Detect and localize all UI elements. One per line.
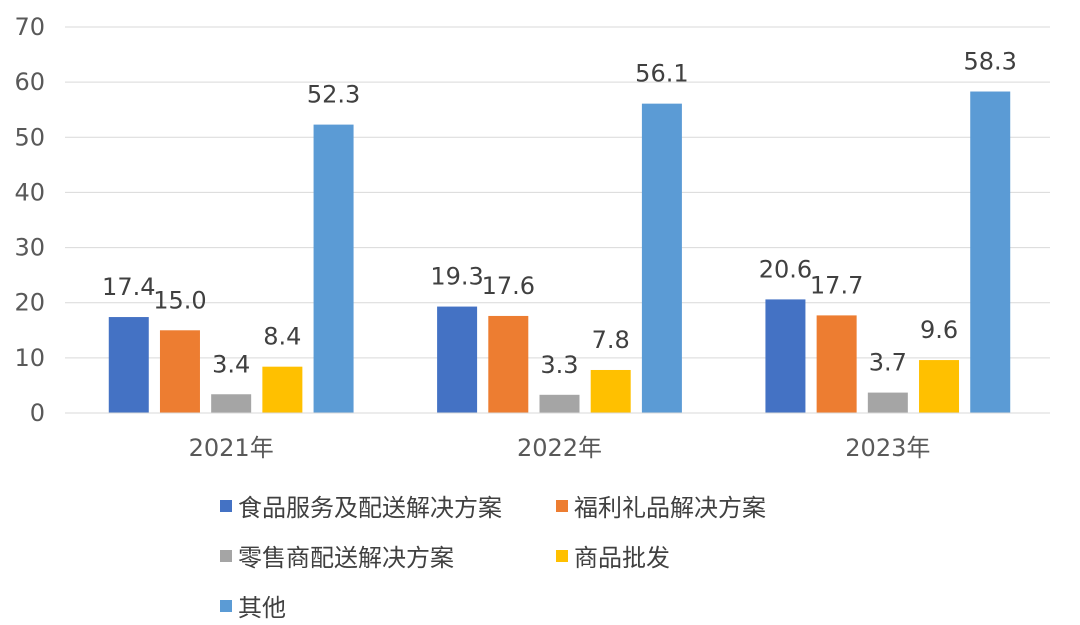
legend-swatch [556, 499, 568, 512]
bar [919, 360, 960, 413]
data-label: 52.3 [307, 81, 360, 109]
bar [313, 124, 354, 414]
bar [437, 306, 478, 413]
bar [816, 315, 857, 413]
legend-item-food-service: 食品服务及配送解决方案 [220, 488, 502, 523]
data-label: 3.4 [212, 350, 250, 378]
x-tick-label: 2023年 [845, 434, 930, 462]
data-label: 20.6 [759, 255, 812, 283]
x-tick-label: 2021年 [189, 434, 274, 462]
x-tick-label: 2022年 [517, 434, 602, 462]
legend-item-retail-delivery: 零售商配送解决方案 [220, 538, 454, 573]
bar [108, 317, 149, 413]
legend-swatch [220, 599, 232, 612]
bar [539, 394, 580, 413]
legend-swatch [220, 499, 232, 512]
legend-item-welfare-gifts: 福利礼品解决方案 [556, 488, 766, 523]
data-label: 7.8 [592, 326, 630, 354]
bar [590, 369, 631, 413]
data-label: 3.3 [540, 351, 578, 379]
y-tick-label: 20 [14, 289, 45, 317]
legend-item-wholesale: 商品批发 [556, 538, 670, 573]
bar [488, 315, 529, 413]
data-label: 17.4 [102, 273, 155, 301]
bar [641, 103, 682, 414]
data-label: 17.6 [482, 272, 535, 300]
legend-swatch [556, 549, 568, 562]
bar [970, 91, 1011, 413]
legend-label: 商品批发 [574, 544, 670, 572]
data-label: 9.6 [920, 316, 958, 344]
y-tick-label: 30 [14, 234, 45, 262]
legend-item-other: 其他 [220, 588, 286, 623]
y-tick-label: 70 [14, 13, 45, 41]
bar [262, 366, 303, 413]
legend-label: 福利礼品解决方案 [574, 494, 766, 522]
y-tick-label: 50 [14, 123, 45, 151]
data-label: 17.7 [810, 271, 863, 299]
bar-chart: 0 10 20 30 40 50 60 70 17.415.0 3.4 8.4 52.3 2021年 19… [14, 13, 1050, 462]
bar [765, 299, 806, 413]
data-label: 15.0 [153, 286, 206, 314]
y-tick-label: 10 [14, 344, 45, 372]
bar [159, 330, 200, 413]
data-label: 3.7 [869, 349, 907, 377]
bar [867, 392, 908, 413]
data-label: 8.4 [263, 323, 301, 351]
y-tick-label: 60 [14, 68, 45, 96]
legend-label: 食品服务及配送解决方案 [238, 494, 502, 522]
y-tick-label: 40 [14, 178, 45, 206]
legend-label: 零售商配送解决方案 [238, 544, 454, 572]
data-label: 58.3 [964, 48, 1017, 76]
bar [211, 394, 252, 413]
y-tick-label: 0 [30, 399, 45, 427]
legend-swatch [220, 549, 232, 562]
legend-label: 其他 [238, 594, 286, 622]
data-label: 19.3 [430, 263, 483, 291]
data-label: 56.1 [635, 60, 688, 88]
